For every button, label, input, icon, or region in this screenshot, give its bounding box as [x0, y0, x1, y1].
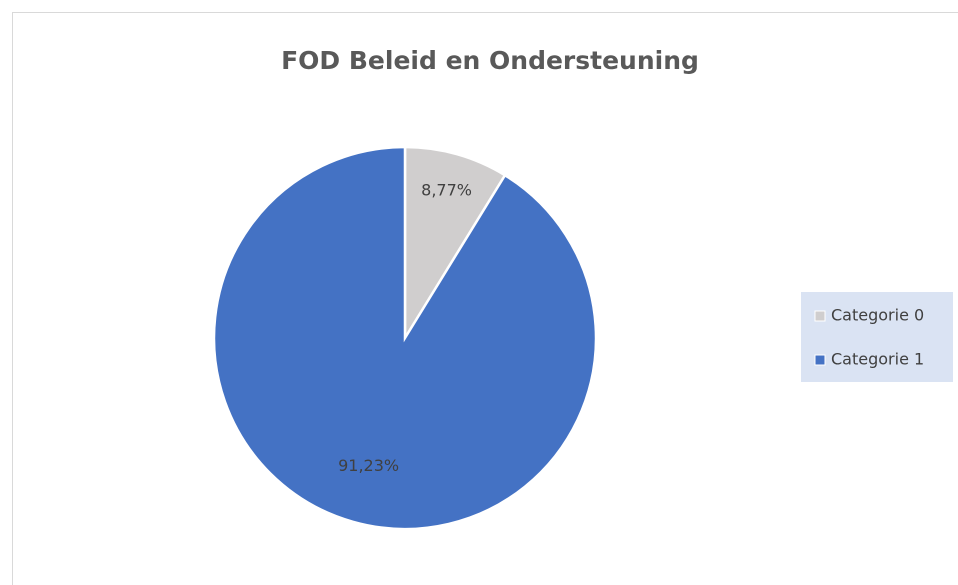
data-label: 8,77%	[421, 180, 472, 199]
legend-label: Categorie 0	[831, 306, 924, 325]
data-label: 91,23%	[338, 456, 399, 475]
pie-slice	[403, 145, 507, 343]
chart-title: FOD Beleid en Ondersteuning	[281, 46, 699, 75]
legend-label: Categorie 1	[831, 350, 924, 369]
legend-swatch	[814, 310, 826, 322]
legend-swatch	[814, 354, 826, 366]
pie-slice	[212, 145, 598, 531]
legend-box	[801, 292, 953, 382]
